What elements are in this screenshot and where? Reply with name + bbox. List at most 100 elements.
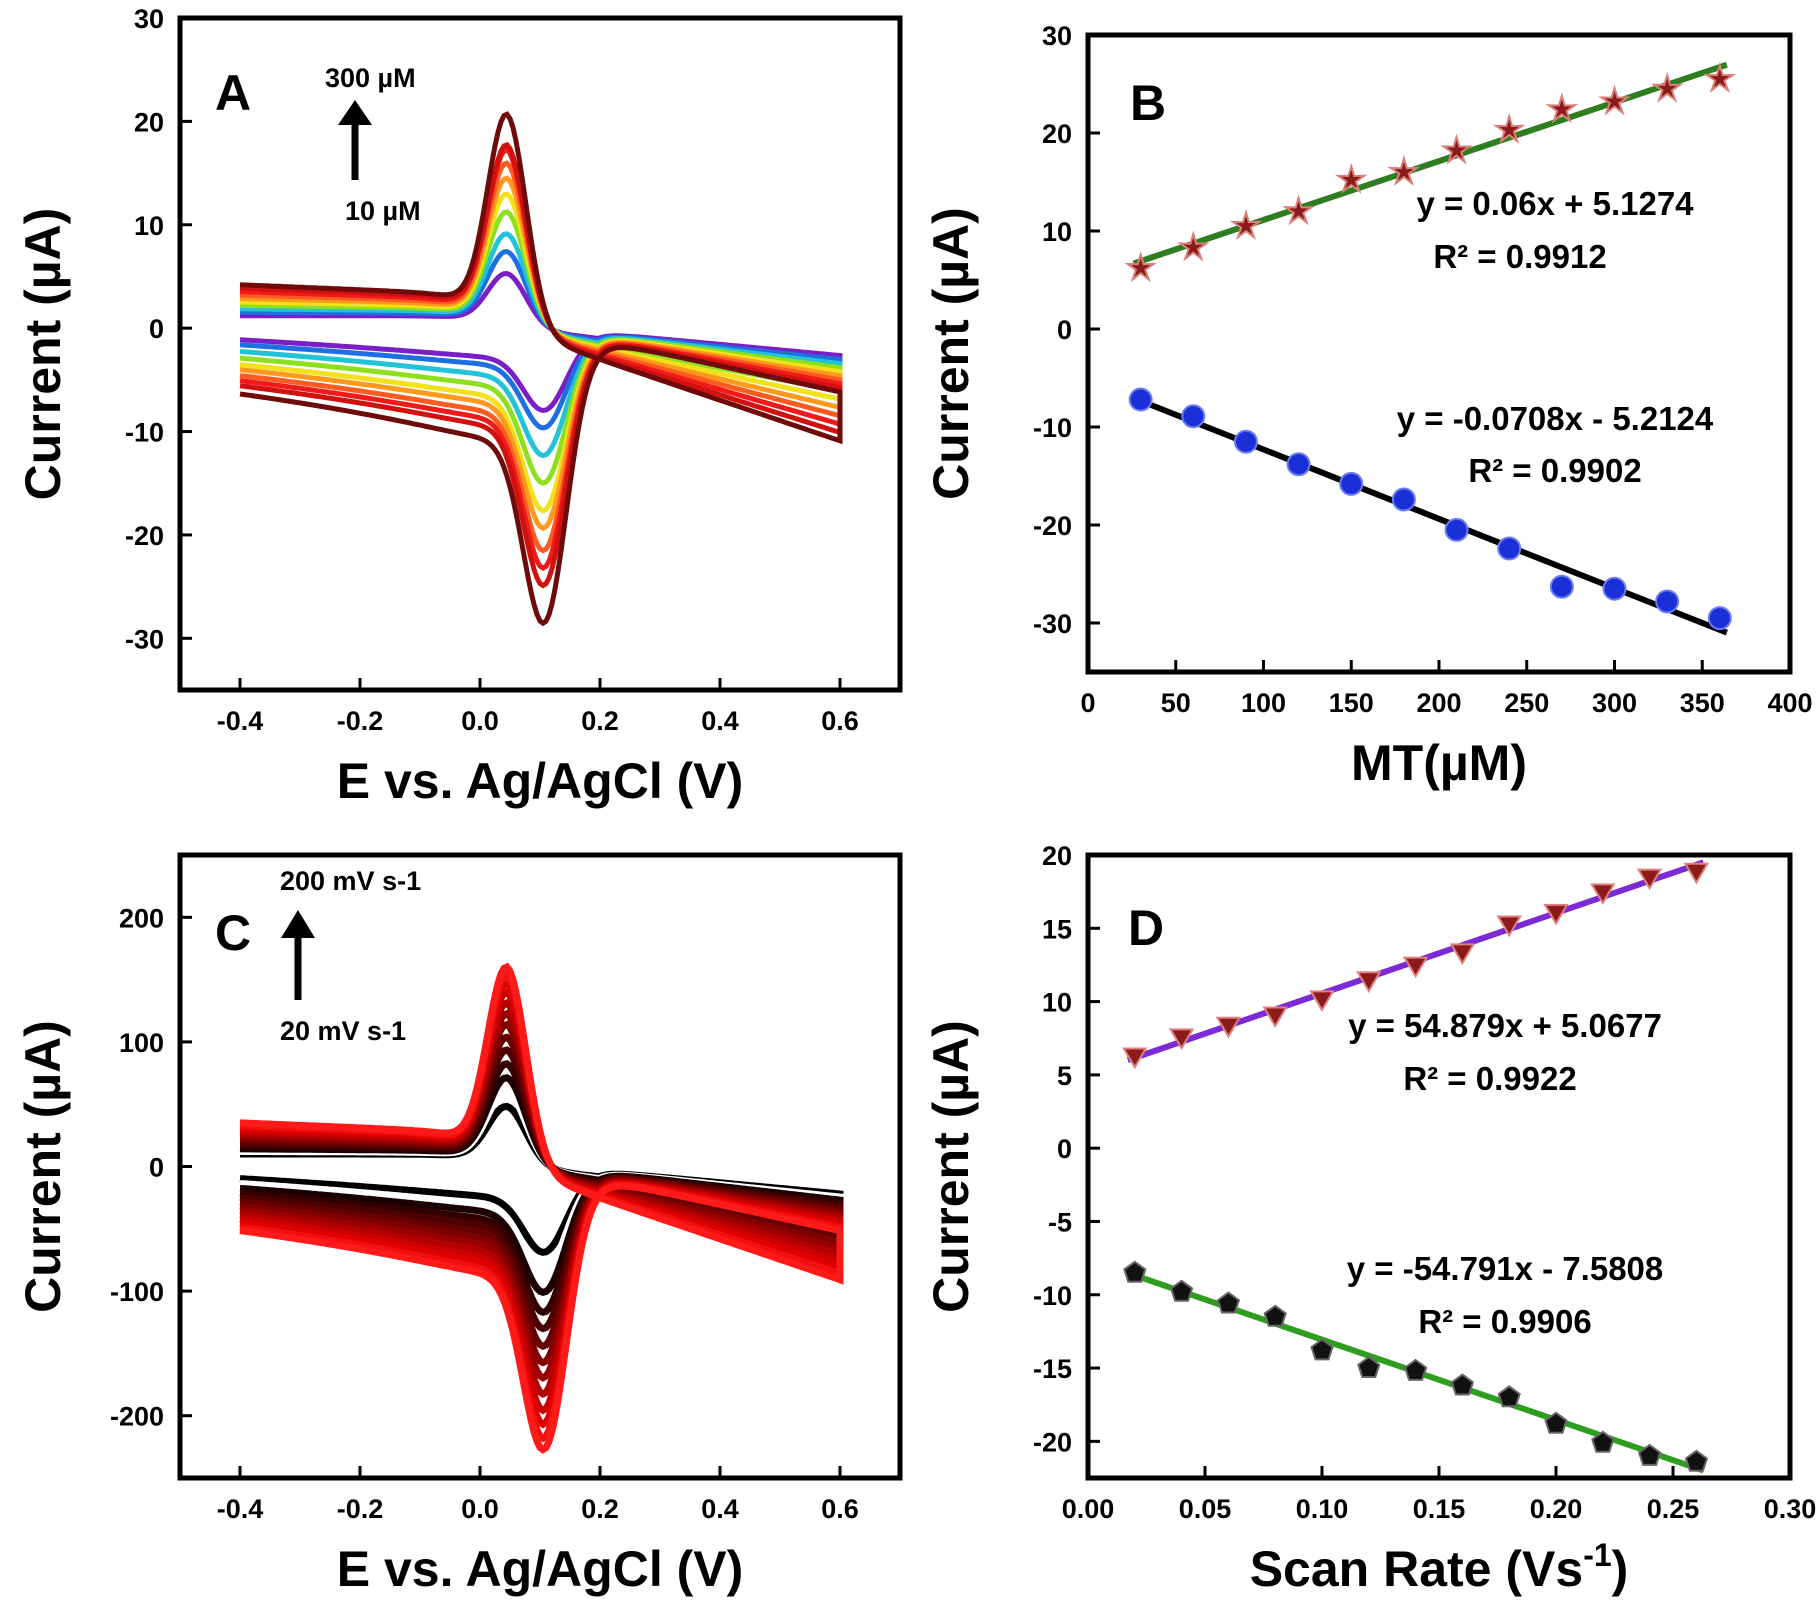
y-tick-label: -10 <box>1033 413 1072 443</box>
x-tick-label: 200 <box>1416 688 1461 718</box>
cv-curves <box>239 962 844 1454</box>
data-point <box>1549 574 1574 599</box>
data-point <box>1176 230 1210 262</box>
x-tick-label: 150 <box>1329 688 1374 718</box>
plot-frame <box>177 15 903 693</box>
fit-equation-2: y = -0.0708x - 5.2124 <box>1397 400 1714 437</box>
arrow-head <box>281 910 315 938</box>
data-point <box>1545 92 1579 124</box>
data-point <box>1216 1291 1241 1314</box>
y-tick-label: -100 <box>110 1277 164 1307</box>
data-point <box>1449 943 1476 966</box>
x-axis-label: E vs. Ag/AgCl (V) <box>337 753 744 809</box>
y-tick-label: 10 <box>1042 988 1072 1018</box>
x-axis-label-end: ) <box>1612 1541 1629 1597</box>
y-tick-label: -20 <box>1033 1427 1072 1457</box>
x-tick-label: 0.6 <box>821 1494 859 1524</box>
data-point <box>1496 915 1522 938</box>
x-tick-label: 0.6 <box>821 706 859 736</box>
panel-label: D <box>1128 900 1164 956</box>
x-tick-label: 0.4 <box>701 1494 739 1524</box>
y-tick-label: -10 <box>1033 1281 1072 1311</box>
data-point <box>1497 536 1522 561</box>
data-point <box>1262 1006 1288 1029</box>
x-tick-label: 0 <box>1080 688 1095 718</box>
x-tick-label: 0.15 <box>1413 1494 1466 1524</box>
fit-r2-2: R² = 0.9906 <box>1418 1303 1591 1340</box>
data-point <box>1590 883 1616 905</box>
fit-r2-1: R² = 0.9912 <box>1433 238 1606 275</box>
x-tick-label: 100 <box>1241 688 1286 718</box>
fit-r2-2: R² = 0.9902 <box>1468 452 1641 489</box>
data-point <box>1543 903 1569 926</box>
x-axis-label-main: Scan Rate (Vs <box>1250 1541 1583 1597</box>
y-tick-label: -20 <box>125 521 164 551</box>
x-tick-label: 50 <box>1161 688 1191 718</box>
y-axis-label: Current (µA) <box>923 1020 979 1313</box>
data-point <box>1683 862 1710 885</box>
cv-curve-10 <box>239 111 843 627</box>
x-tick-label: 0.0 <box>461 706 499 736</box>
y-axis-label: Current (µA) <box>923 207 979 500</box>
annotation-top: 200 mV s-1 <box>280 866 421 896</box>
fit-line-1 <box>1132 61 1728 267</box>
plot-frame <box>1085 32 1793 675</box>
x-tick-label: 0.2 <box>581 706 619 736</box>
y-tick-label: -10 <box>125 418 164 448</box>
y-tick-label: -5 <box>1048 1207 1072 1237</box>
y-tick-label: 30 <box>1042 21 1072 51</box>
y-tick-label: 20 <box>1042 841 1072 871</box>
x-tick-label: 0.10 <box>1296 1494 1349 1524</box>
x-tick-label: 0.0 <box>461 1494 499 1524</box>
fit-equation-1: y = 0.06x + 5.1274 <box>1416 185 1694 222</box>
data-point <box>1128 387 1153 412</box>
x-axis-label: MT(µM) <box>1351 735 1527 791</box>
data-point <box>1123 1260 1147 1283</box>
plot-frame <box>177 852 903 1481</box>
data-point <box>1391 487 1416 512</box>
data-point <box>1497 1385 1521 1408</box>
y-axis-label: Current (µA) <box>15 208 71 501</box>
y-tick-label: 200 <box>119 903 164 933</box>
data-point <box>1334 162 1368 195</box>
x-tick-label: 400 <box>1767 688 1812 718</box>
data-point <box>1168 1028 1195 1051</box>
data-point <box>1309 990 1335 1012</box>
y-tick-label: 10 <box>134 211 164 241</box>
x-axis-label: Scan Rate (Vs-1) <box>1250 1537 1629 1597</box>
data-point <box>1310 1338 1334 1361</box>
x-tick-label: 0.2 <box>581 1494 619 1524</box>
y-tick-label: 20 <box>134 107 164 137</box>
y-tick-label: -200 <box>110 1402 164 1432</box>
annotation-bottom: 20 mV s-1 <box>280 1016 406 1046</box>
data-point <box>1122 1047 1148 1070</box>
data-point <box>1703 61 1737 93</box>
y-tick-label: -30 <box>1033 609 1072 639</box>
data-point <box>1650 71 1684 103</box>
data-point <box>1636 868 1663 891</box>
x-tick-label: 0.4 <box>701 706 739 736</box>
data-point <box>1444 517 1469 542</box>
x-axis-label: E vs. Ag/AgCl (V) <box>337 1541 744 1597</box>
y-tick-label: 10 <box>1042 217 1072 247</box>
data-point <box>1356 971 1382 993</box>
annotation-top: 300 µM <box>325 63 416 93</box>
x-tick-label: 0.00 <box>1062 1494 1115 1524</box>
data-point <box>1181 404 1206 429</box>
data-point <box>1124 251 1157 283</box>
y-tick-label: 15 <box>1042 914 1072 944</box>
data-point <box>1655 589 1680 614</box>
data-point <box>1598 84 1631 116</box>
x-axis-label-sup: -1 <box>1583 1537 1611 1573</box>
fit-equation-2: y = -54.791x - 7.5808 <box>1347 1250 1664 1287</box>
fit-equation-1: y = 54.879x + 5.0677 <box>1348 1007 1662 1044</box>
x-tick-label: 250 <box>1504 688 1549 718</box>
y-tick-label: 0 <box>149 314 164 344</box>
panel-label: C <box>215 905 251 961</box>
x-tick-label: -0.2 <box>337 1494 384 1524</box>
y-tick-label: 100 <box>119 1028 164 1058</box>
y-tick-label: 0 <box>1057 315 1072 345</box>
x-tick-label: 350 <box>1680 688 1725 718</box>
plot-frame <box>1085 852 1793 1481</box>
